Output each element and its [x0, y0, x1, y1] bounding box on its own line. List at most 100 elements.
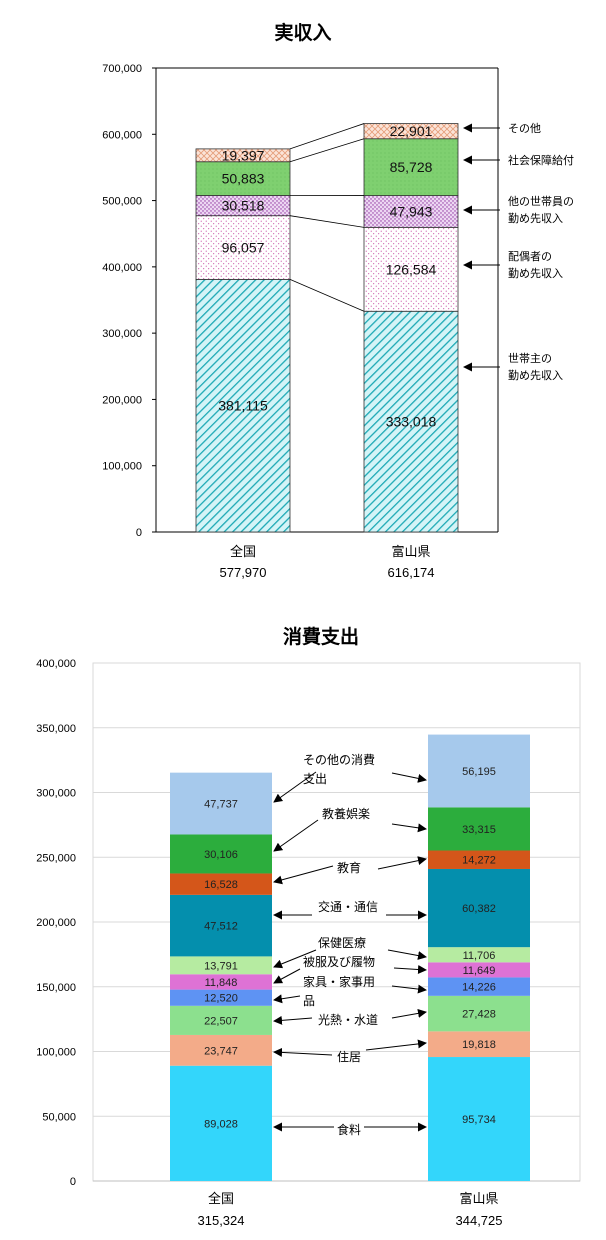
- data-label: 89,028: [204, 1118, 238, 1130]
- y-tick-label: 200,000: [102, 394, 142, 406]
- x-category-label: 富山県: [391, 544, 430, 559]
- data-label: 13,791: [204, 960, 238, 972]
- data-label: 56,195: [462, 766, 496, 778]
- bar-segment: [170, 989, 272, 1006]
- y-tick-label: 350,000: [36, 723, 76, 735]
- bar-segment: [428, 1057, 530, 1181]
- bar-segment: [170, 1005, 272, 1035]
- annotation-arrow: [273, 865, 334, 885]
- annotation-arrow: [273, 819, 319, 852]
- data-label: 11,848: [205, 977, 238, 989]
- x-category-total: 616,174: [388, 565, 435, 580]
- bar-segment: [170, 1065, 272, 1181]
- bar-segment: [363, 138, 459, 196]
- x-category-total: 344,725: [456, 1213, 503, 1228]
- bar-segment: [363, 226, 459, 312]
- data-label: 96,057: [222, 240, 265, 256]
- annotation-label: 世帯主の: [508, 352, 552, 365]
- data-label: 22,901: [390, 123, 433, 139]
- data-label: 19,397: [222, 147, 265, 163]
- bar-segment: [428, 850, 530, 869]
- annotation-label: 品: [303, 994, 315, 1008]
- annotation-arrow: [391, 823, 427, 833]
- annotation-label: 交通・通信: [318, 899, 378, 914]
- y-tick-label: 250,000: [36, 852, 76, 864]
- annotation-label: 他の世帯員の: [508, 195, 574, 208]
- data-label: 30,106: [204, 849, 238, 861]
- bar-segment: [363, 310, 459, 533]
- annotation-label: 勤め先収入: [508, 369, 563, 382]
- bar-segment: [195, 215, 291, 280]
- annotation-arrow: [273, 994, 301, 1004]
- data-label: 333,018: [386, 414, 437, 430]
- bar-segment: [428, 947, 530, 963]
- y-tick-label: 300,000: [102, 328, 142, 340]
- y-tick-label: 300,000: [36, 788, 76, 800]
- annotation-label: 被服及び履物: [303, 955, 375, 969]
- data-label: 22,507: [204, 1015, 238, 1027]
- data-label: 60,382: [462, 903, 496, 915]
- annotation-arrow: [273, 1015, 313, 1025]
- y-tick-label: 50,000: [42, 1111, 76, 1123]
- annotation-arrow: [273, 771, 317, 803]
- x-category-total: 577,970: [220, 565, 267, 580]
- annotation-arrow: [391, 984, 427, 994]
- data-label: 14,226: [462, 982, 496, 994]
- bar-segment: [170, 772, 272, 835]
- y-tick-label: 0: [136, 527, 142, 539]
- bar-segment: [363, 123, 459, 140]
- bar-segment: [428, 977, 530, 996]
- connector-line: [289, 215, 365, 228]
- bar-segment: [170, 956, 272, 975]
- chart1-plot: 0 100,000 200,000 300,000 400,000 500,000 600,…: [102, 63, 574, 580]
- x-category-total: 315,324: [198, 1213, 245, 1228]
- annotation-arrow: [391, 772, 427, 783]
- annotation-arrow: [273, 1047, 333, 1057]
- data-label: 126,584: [386, 261, 437, 277]
- x-category-label: 全国: [230, 544, 256, 559]
- annotation-arrow: [393, 965, 427, 974]
- data-label: 30,518: [222, 198, 265, 214]
- data-label: 11,649: [463, 965, 496, 977]
- connector-line: [289, 123, 365, 150]
- x-category-label: 富山県: [459, 1191, 498, 1206]
- bar-segment: [170, 974, 272, 990]
- annotation-arrow: [365, 1039, 427, 1051]
- data-label: 47,737: [204, 799, 238, 811]
- data-label: 19,818: [462, 1039, 496, 1051]
- y-tick-label: 150,000: [36, 982, 76, 994]
- annotation-label: その他の消費: [303, 752, 375, 767]
- annotation-label: 教養娯楽: [322, 806, 370, 821]
- annotation-arrow: [377, 856, 427, 870]
- bar-segment: [170, 1034, 272, 1066]
- data-label: 33,315: [462, 824, 496, 836]
- annotation-arrow: [387, 949, 427, 960]
- annotation-label: 支出: [303, 772, 327, 786]
- bar-segment: [170, 894, 272, 957]
- annotation-arrow: [273, 968, 301, 984]
- data-label: 95,734: [462, 1114, 496, 1126]
- data-label: 50,883: [222, 171, 265, 187]
- bar-segment: [170, 873, 272, 895]
- annotation-label: 住居: [337, 1050, 361, 1064]
- y-tick-label: 400,000: [102, 262, 142, 274]
- bar-segment: [195, 161, 291, 196]
- y-tick-label: 0: [70, 1176, 76, 1188]
- data-label: 23,747: [204, 1045, 238, 1057]
- bar-segment: [195, 148, 291, 163]
- bar-segment: [428, 962, 530, 978]
- annotation-label: 勤め先収入: [508, 212, 563, 225]
- annotation-label: 教育: [337, 860, 361, 875]
- bar-segment: [428, 1031, 530, 1058]
- bar-segment: [428, 995, 530, 1032]
- data-label: 85,728: [390, 159, 433, 175]
- y-tick-label: 100,000: [102, 461, 142, 473]
- bar-segment: [170, 834, 272, 874]
- connector-line: [289, 138, 365, 163]
- connector-line: [289, 279, 365, 312]
- annotation-label: 保健医療: [318, 936, 366, 950]
- annotation-label: 配偶者の: [508, 250, 552, 263]
- data-label: 47,512: [204, 921, 238, 933]
- annotation-label: 社会保障給付: [508, 153, 574, 167]
- annotation-label: 食料: [337, 1122, 361, 1137]
